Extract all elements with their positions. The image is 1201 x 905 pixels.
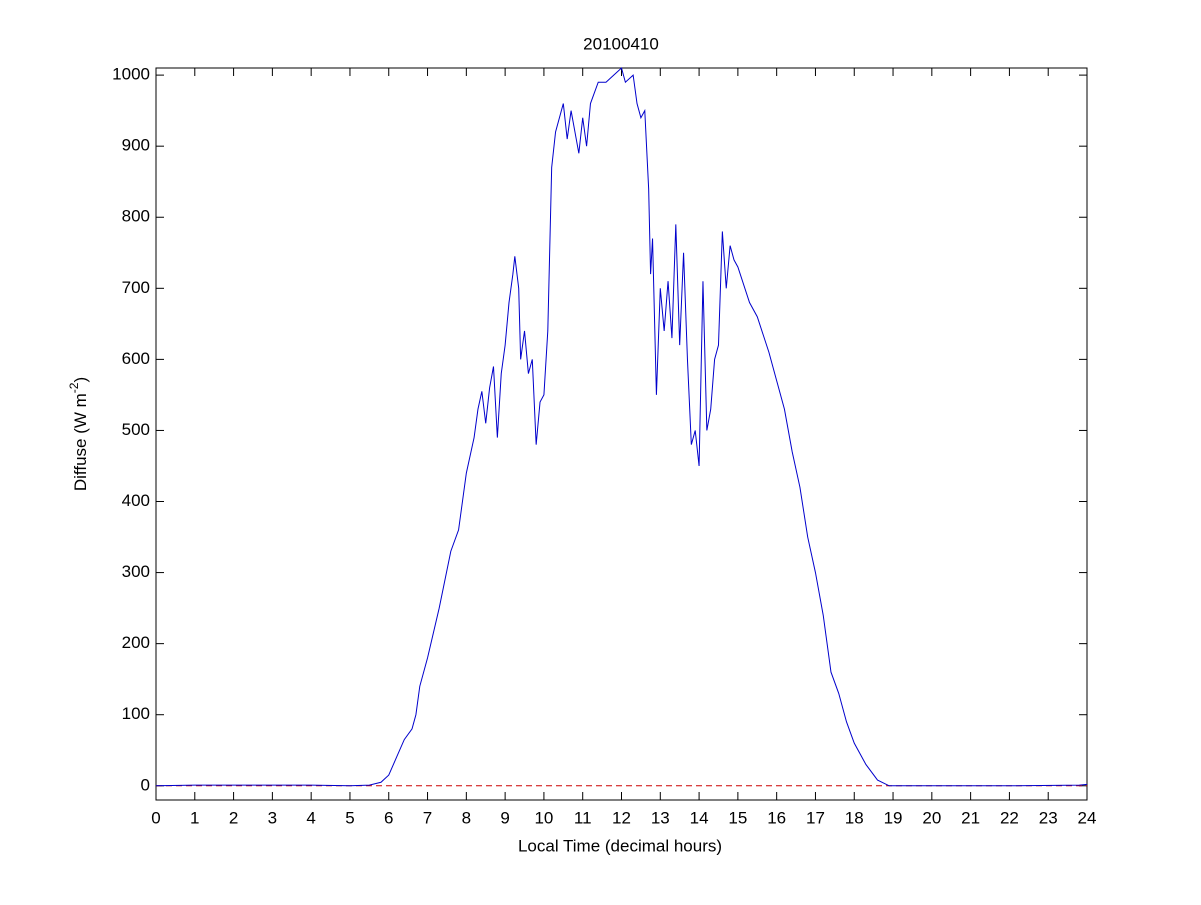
x-tick-label: 11 — [574, 808, 592, 827]
x-axis-label: Local Time (decimal hours) — [518, 836, 722, 855]
y-tick-label: 0 — [141, 775, 150, 794]
y-tick-label: 800 — [122, 207, 150, 226]
x-tick-label: 17 — [806, 808, 825, 827]
x-tick-label: 13 — [651, 808, 670, 827]
y-label-sup: -2 — [67, 382, 81, 393]
y-tick-label: 400 — [122, 491, 150, 510]
x-tick-label: 19 — [884, 808, 903, 827]
y-tick-label: 700 — [122, 278, 150, 297]
x-tick-label: 21 — [961, 808, 980, 827]
y-tick-label: 1000 — [112, 65, 150, 84]
x-tick-label: 8 — [462, 808, 471, 827]
y-label-main: Diffuse (W m — [71, 393, 90, 491]
x-tick-label: 18 — [845, 808, 864, 827]
x-tick-label: 7 — [423, 808, 432, 827]
x-tick-label: 23 — [1039, 808, 1058, 827]
y-axis-label: Diffuse (W m-2) — [67, 377, 90, 491]
y-label-end: ) — [71, 377, 90, 383]
y-tick-label: 900 — [122, 136, 150, 155]
y-tick-label: 200 — [122, 633, 150, 652]
x-tick-label: 4 — [306, 808, 315, 827]
x-tick-label: 9 — [500, 808, 509, 827]
x-tick-label: 6 — [384, 808, 393, 827]
x-tick-label: 20 — [922, 808, 941, 827]
x-tick-label: 12 — [612, 808, 631, 827]
data-line — [155, 67, 1088, 787]
chart-title: 20100410 — [583, 34, 659, 53]
x-tick-label: 0 — [151, 808, 160, 827]
x-tick-label: 2 — [229, 808, 238, 827]
y-tick-label: 300 — [122, 562, 150, 581]
x-tick-label: 15 — [728, 808, 747, 827]
x-tick-label: 1 — [190, 808, 199, 827]
x-tick-label: 3 — [268, 808, 277, 827]
x-tick-label: 22 — [1000, 808, 1019, 827]
x-tick-label: 5 — [345, 808, 354, 827]
x-tick-label: 14 — [690, 808, 709, 827]
x-tick-label: 10 — [534, 808, 553, 827]
x-tick-label: 24 — [1078, 808, 1097, 827]
y-tick-label: 500 — [122, 420, 150, 439]
y-tick-label: 100 — [122, 704, 150, 723]
y-tick-label: 600 — [122, 349, 150, 368]
x-tick-label: 16 — [767, 808, 786, 827]
